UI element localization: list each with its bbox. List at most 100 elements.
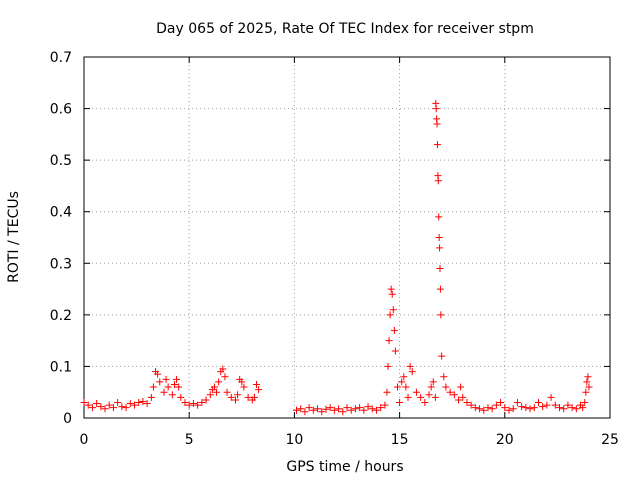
data-point xyxy=(467,401,475,409)
x-tick-label: 20 xyxy=(496,432,514,448)
data-point xyxy=(234,391,242,399)
data-point xyxy=(463,399,471,407)
data-point xyxy=(425,391,433,399)
data-point xyxy=(88,404,96,412)
data-point xyxy=(168,391,176,399)
data-point xyxy=(400,373,408,381)
data-point xyxy=(446,388,454,396)
data-point xyxy=(436,244,444,252)
data-point xyxy=(585,383,593,391)
y-tick-label: 0.1 xyxy=(50,359,72,375)
axis-ticks: 0 5 10 15 20 25 0 0.1 0.2 0.3 0.4 0.5 0.6 0.7 xyxy=(50,50,619,448)
data-point xyxy=(560,405,568,413)
data-point xyxy=(564,401,572,409)
x-tick-label: 0 xyxy=(80,432,89,448)
data-point xyxy=(305,404,313,412)
data-point xyxy=(522,404,530,412)
data-point xyxy=(139,397,147,405)
data-point xyxy=(170,380,178,388)
data-point xyxy=(219,365,227,373)
data-point xyxy=(534,399,542,407)
data-point xyxy=(436,285,444,293)
data-point xyxy=(440,373,448,381)
data-point xyxy=(244,393,252,401)
data-point xyxy=(497,399,505,407)
data-point xyxy=(368,405,376,413)
data-point xyxy=(347,406,355,414)
data-point xyxy=(227,393,235,401)
data-point xyxy=(432,105,440,113)
chart-title: Day 065 of 2025, Rate Of TEC Index for r… xyxy=(156,21,534,37)
data-point xyxy=(213,388,221,396)
data-point xyxy=(149,383,157,391)
data-point xyxy=(84,401,92,409)
data-point xyxy=(175,383,183,391)
data-point xyxy=(480,406,488,414)
data-point xyxy=(390,326,398,334)
data-point xyxy=(433,120,441,128)
data-point xyxy=(322,405,330,413)
data-point xyxy=(335,405,343,413)
data-point xyxy=(126,400,134,408)
y-tick-label: 0.6 xyxy=(50,102,72,118)
data-point xyxy=(93,400,101,408)
data-point xyxy=(484,404,492,412)
data-point xyxy=(105,401,113,409)
data-point xyxy=(501,404,509,412)
data-point xyxy=(301,408,309,416)
data-points xyxy=(80,99,593,416)
data-point xyxy=(343,404,351,412)
data-point xyxy=(450,391,458,399)
data-point xyxy=(253,380,261,388)
data-point xyxy=(231,396,239,404)
data-point xyxy=(177,393,185,401)
data-point xyxy=(109,404,117,412)
data-point xyxy=(318,408,326,416)
data-point xyxy=(417,393,425,401)
y-tick-label: 0.3 xyxy=(50,256,72,272)
data-point xyxy=(330,406,338,414)
data-point xyxy=(130,401,138,409)
data-point xyxy=(572,405,580,413)
data-point xyxy=(582,388,590,396)
x-axis-label: GPS time / hours xyxy=(286,459,403,475)
data-point xyxy=(385,337,393,345)
data-point xyxy=(255,386,263,394)
data-point xyxy=(547,393,555,401)
data-point xyxy=(164,383,172,391)
data-point xyxy=(156,378,164,386)
data-point xyxy=(162,375,170,383)
data-point xyxy=(351,405,359,413)
data-point xyxy=(223,388,231,396)
data-point xyxy=(215,378,223,386)
data-point xyxy=(297,405,305,413)
data-point xyxy=(389,306,397,314)
data-point xyxy=(509,405,517,413)
data-point xyxy=(434,177,442,185)
data-point xyxy=(404,393,412,401)
data-point xyxy=(431,393,439,401)
y-tick-label: 0.2 xyxy=(50,308,72,324)
data-point xyxy=(543,401,551,409)
data-point xyxy=(238,378,246,386)
data-point xyxy=(412,388,420,396)
x-tick-label: 10 xyxy=(285,432,303,448)
data-point xyxy=(221,373,229,381)
data-point xyxy=(293,406,301,414)
data-point xyxy=(135,399,143,407)
data-point xyxy=(339,408,347,416)
data-point xyxy=(383,388,391,396)
data-point xyxy=(437,311,445,319)
data-point xyxy=(386,311,394,319)
data-point xyxy=(173,375,181,383)
y-tick-label: 0.5 xyxy=(50,153,72,169)
data-point xyxy=(250,393,258,401)
data-point xyxy=(118,403,126,411)
data-point xyxy=(372,406,380,414)
data-point xyxy=(206,391,214,399)
data-point xyxy=(181,399,189,407)
data-point xyxy=(326,404,334,412)
data-point xyxy=(429,378,437,386)
data-point xyxy=(584,373,592,381)
data-point xyxy=(471,404,479,412)
